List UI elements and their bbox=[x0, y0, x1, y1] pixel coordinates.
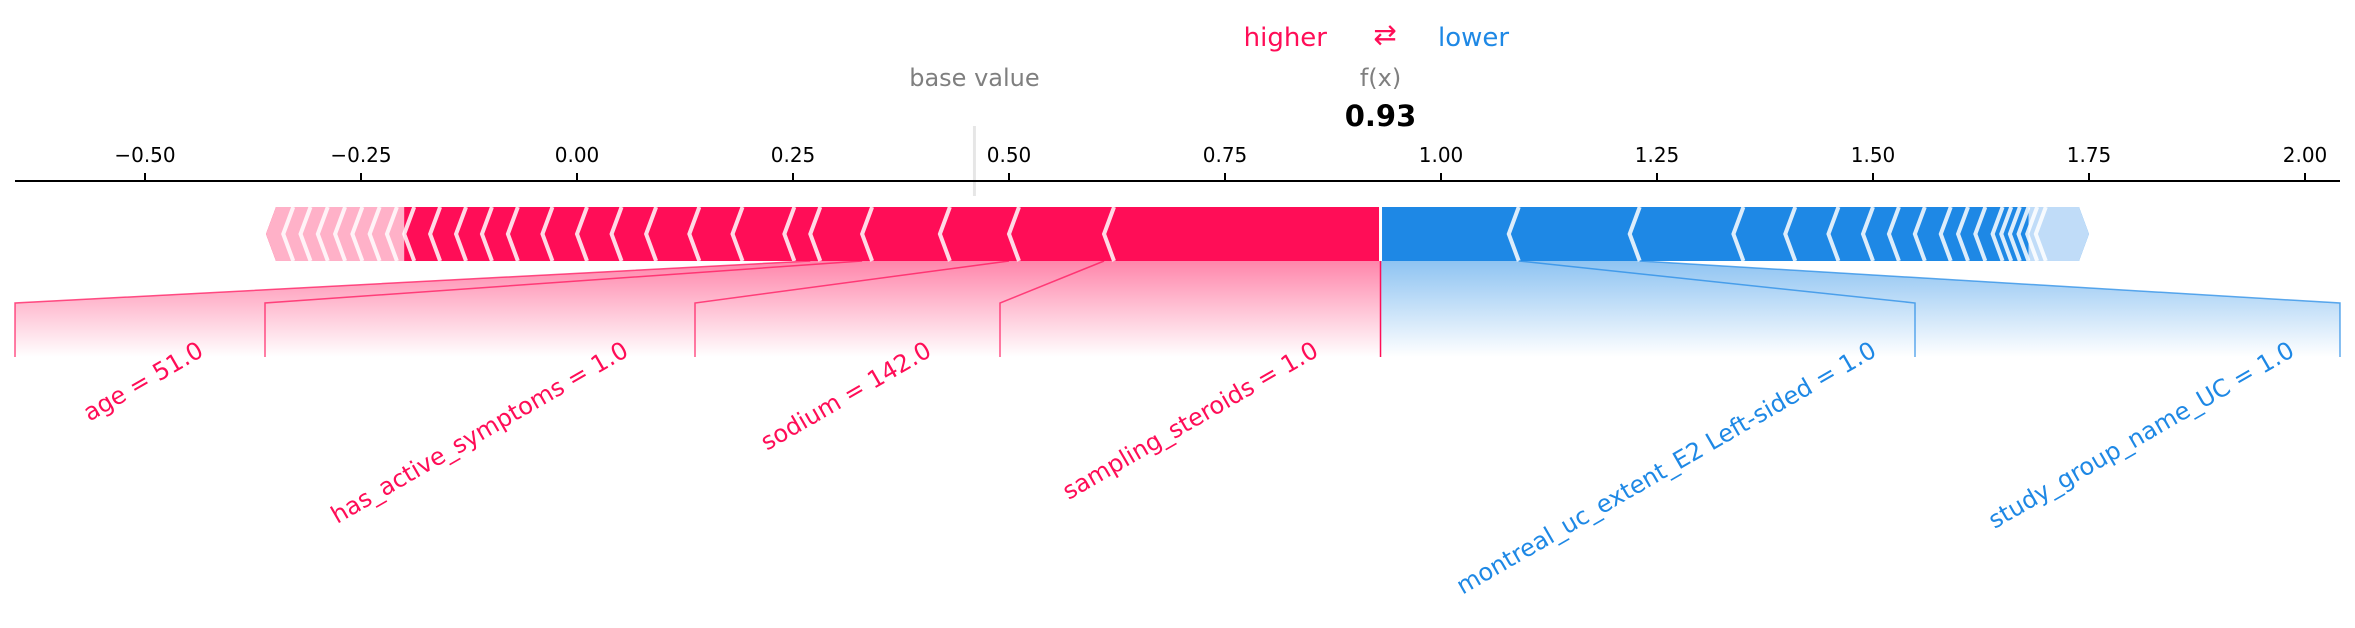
negative-segment-divider bbox=[2016, 206, 2031, 262]
positive-segment-divider bbox=[1006, 206, 1021, 262]
x-tick-label: 1.75 bbox=[2067, 143, 2112, 167]
feature-connector bbox=[14, 260, 811, 357]
positive-segment-divider bbox=[782, 206, 797, 262]
feature-connector bbox=[264, 260, 863, 357]
positive-segment-divider bbox=[730, 206, 745, 262]
positive-segment-divider bbox=[479, 206, 494, 262]
positive-segment-divider bbox=[808, 206, 823, 262]
base-value-label: base value bbox=[909, 64, 1039, 92]
positive-bar bbox=[265, 207, 1381, 261]
x-tick-label: 0.50 bbox=[987, 143, 1032, 167]
positive-fill bbox=[15, 261, 1381, 357]
feature-label-negative: montreal_uc_extent_E2 Left-sided = 1.0 bbox=[1452, 336, 1881, 600]
feature-connectors bbox=[14, 260, 2341, 357]
x-tick-label: 1.25 bbox=[1635, 143, 1680, 167]
negative-fill bbox=[1380, 261, 2340, 357]
negative-segment-divider bbox=[1731, 206, 1746, 262]
negative-segment-divider bbox=[1826, 206, 1841, 262]
positive-segment-divider bbox=[859, 206, 874, 262]
x-tick-label: −0.25 bbox=[330, 143, 391, 167]
positive-segment-divider bbox=[609, 206, 624, 262]
positive-segment-divider bbox=[453, 206, 468, 262]
positive-segment-divider bbox=[350, 206, 365, 262]
feature-label-positive: has_active_symptoms = 1.0 bbox=[326, 336, 633, 529]
negative-segment-divider bbox=[2007, 206, 2022, 262]
x-axis-ticks: −0.50 −0.25 0.00 0.25 0.50 0.75 1.00 1.25 1.50 1.… bbox=[114, 143, 2327, 181]
positive-segment-divider bbox=[427, 206, 442, 262]
positive-segment-divider bbox=[315, 206, 330, 262]
fx-label: f(x) bbox=[1360, 64, 1401, 92]
positive-segment-divider bbox=[281, 206, 296, 262]
positive-segment-divider bbox=[505, 206, 520, 262]
negative-segment-divider bbox=[1860, 206, 1875, 262]
negative-bar-tail bbox=[2028, 207, 2089, 261]
positive-segment-divider bbox=[687, 206, 702, 262]
positive-segment-divider bbox=[1101, 206, 1116, 262]
negative-segment-divider bbox=[1912, 206, 1927, 262]
legend-arrows-icon: ⇄ bbox=[1373, 18, 1396, 51]
negative-segment-divider bbox=[1990, 206, 2005, 262]
negative-segment-divider bbox=[1938, 206, 1953, 262]
positive-segment-divider bbox=[384, 206, 399, 262]
feature-connector bbox=[1639, 260, 2341, 357]
x-tick-label: 0.00 bbox=[555, 143, 600, 167]
x-tick-label: 0.25 bbox=[771, 143, 816, 167]
negative-segment-divider bbox=[1999, 206, 2014, 262]
feature-fills bbox=[15, 261, 2340, 357]
force-bars bbox=[265, 206, 2089, 262]
x-tick-label: 1.00 bbox=[1419, 143, 1464, 167]
x-tick-label: 0.75 bbox=[1203, 143, 1248, 167]
x-tick-label: 2.00 bbox=[2283, 143, 2328, 167]
negative-segment-divider bbox=[1506, 206, 1521, 262]
negative-segment-divider bbox=[1973, 206, 1988, 262]
positive-segment-divider bbox=[298, 206, 313, 262]
feature-connector bbox=[999, 260, 1105, 357]
negative-segment-divider bbox=[1627, 206, 1642, 262]
feature-label-negative: study_group_name_UC = 1.0 bbox=[1983, 336, 2299, 534]
positive-segment-divider bbox=[402, 206, 417, 262]
negative-segment-divider bbox=[1783, 206, 1798, 262]
feature-connector bbox=[694, 260, 1010, 357]
positive-segment-divider bbox=[332, 206, 347, 262]
positive-segment-divider bbox=[937, 206, 952, 262]
feature-connector bbox=[1518, 260, 1916, 357]
output-value-label: 0.93 bbox=[1345, 99, 1417, 133]
legend-higher: higher bbox=[1244, 23, 1328, 53]
positive-segment-divider bbox=[540, 206, 555, 262]
feature-label-positive: sampling_steroids = 1.0 bbox=[1058, 336, 1323, 505]
negative-segment-divider bbox=[2033, 206, 2048, 262]
negative-segment-divider bbox=[2025, 206, 2040, 262]
negative-segment-divider bbox=[1955, 206, 1970, 262]
legend-lower: lower bbox=[1438, 23, 1509, 53]
positive-segment-divider bbox=[574, 206, 589, 262]
x-tick-label: 1.50 bbox=[1851, 143, 1896, 167]
positive-segment-divider bbox=[643, 206, 658, 262]
negative-segment-divider bbox=[1886, 206, 1901, 262]
x-tick-label: −0.50 bbox=[114, 143, 175, 167]
positive-segment-divider bbox=[367, 206, 382, 262]
